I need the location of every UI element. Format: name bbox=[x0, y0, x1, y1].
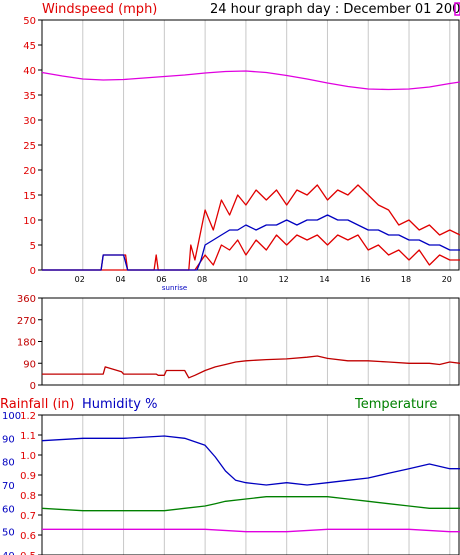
direction-ytick-label: 360 bbox=[17, 294, 36, 305]
rainfall-ytick-label: 0.6 bbox=[20, 531, 36, 542]
rainfall-axis-label: Rainfall (in) bbox=[0, 397, 74, 412]
humidity-ytick-label: 70 bbox=[2, 481, 15, 492]
direction-ytick-label: 0 bbox=[30, 381, 36, 392]
humidity-ytick-label: 40 bbox=[2, 551, 15, 555]
humidity-ytick-label: 60 bbox=[2, 504, 15, 515]
windspeed-ytick-label: 50 bbox=[23, 16, 36, 27]
humidity-frame bbox=[41, 414, 460, 555]
rainfall-ytick-label: 0.8 bbox=[20, 491, 36, 502]
windspeed-xtick-label: 16 bbox=[360, 275, 370, 284]
direction-ytick-label: 90 bbox=[23, 359, 36, 370]
windspeed-frame bbox=[41, 19, 460, 271]
windspeed-ytick-label: 40 bbox=[23, 66, 36, 77]
humidity-ytick-label: 50 bbox=[2, 528, 15, 539]
windspeed-ytick-label: 5 bbox=[30, 241, 36, 252]
windspeed-xtick-label: 18 bbox=[401, 275, 411, 284]
sunrise-annotation: sunrise bbox=[162, 284, 187, 292]
temperature-axis-label: Temperature bbox=[354, 397, 437, 412]
series-pressure_trace bbox=[41, 70, 460, 91]
windspeed-ytick-label: 15 bbox=[23, 191, 36, 202]
windspeed-ytick-label: 10 bbox=[23, 216, 36, 227]
legend-marker-box bbox=[454, 2, 460, 16]
series-avg_wind bbox=[42, 214, 460, 271]
chart-title: Windspeed (mph) bbox=[42, 2, 157, 17]
windspeed-ytick-label: 20 bbox=[23, 166, 36, 177]
windspeed-ytick-label: 45 bbox=[23, 41, 36, 52]
windspeed-ytick-label: 0 bbox=[30, 266, 36, 277]
windspeed-panel: 0 5 10 15 20 25 30 35 40 45 50 02 04 06 08 10 12 14 16 18 20… bbox=[23, 16, 460, 292]
humidity-temperature-panel: Rainfall (in) Humidity % Temperature 40 5… bbox=[0, 397, 460, 555]
windspeed-ytick-label: 25 bbox=[23, 141, 36, 152]
windspeed-xtick-label: 20 bbox=[442, 275, 452, 284]
windspeed-ytick-label: 35 bbox=[23, 91, 36, 102]
humidity-axis-label: Humidity % bbox=[82, 397, 157, 412]
rainfall-ytick-label: 0.7 bbox=[20, 511, 36, 522]
rainfall-ytick-label: 1.2 bbox=[20, 411, 36, 422]
windspeed-xtick-label: 10 bbox=[238, 275, 248, 284]
rainfall-ytick-label: 1.1 bbox=[20, 431, 36, 442]
humidity-ytick-label: 80 bbox=[2, 458, 15, 469]
direction-frame bbox=[41, 297, 460, 386]
series-gust_high bbox=[42, 184, 460, 271]
series-humidity bbox=[41, 435, 460, 486]
humidity-ytick-label: 100 bbox=[2, 411, 21, 422]
windspeed-xtick-label: 12 bbox=[279, 275, 289, 284]
direction-ytick-label: 270 bbox=[17, 316, 36, 327]
series-gust_low bbox=[42, 234, 460, 271]
rainfall-ytick-label: 0.5 bbox=[20, 551, 36, 555]
series-rainfall_trace bbox=[42, 528, 460, 533]
series-temperature bbox=[41, 496, 460, 512]
rainfall-ytick-label: 0.9 bbox=[20, 471, 36, 482]
windspeed-xtick-label: 14 bbox=[319, 275, 329, 284]
windspeed-xtick-label: 06 bbox=[156, 275, 166, 284]
windspeed-xtick-label: 04 bbox=[115, 275, 125, 284]
windspeed-xtick-label: 08 bbox=[197, 275, 207, 284]
direction-ytick-label: 180 bbox=[17, 338, 36, 349]
wind-direction-panel: 0 90 180 270 360 bbox=[17, 294, 460, 392]
humidity-ytick-label: 90 bbox=[2, 434, 15, 445]
chart-subtitle: 24 hour graph day : December 01 2009 bbox=[210, 2, 460, 17]
rainfall-ytick-label: 1.0 bbox=[20, 451, 36, 462]
windspeed-xtick-label: 02 bbox=[75, 275, 85, 284]
series-wind_direction bbox=[42, 355, 460, 379]
windspeed-ytick-label: 30 bbox=[23, 116, 36, 127]
